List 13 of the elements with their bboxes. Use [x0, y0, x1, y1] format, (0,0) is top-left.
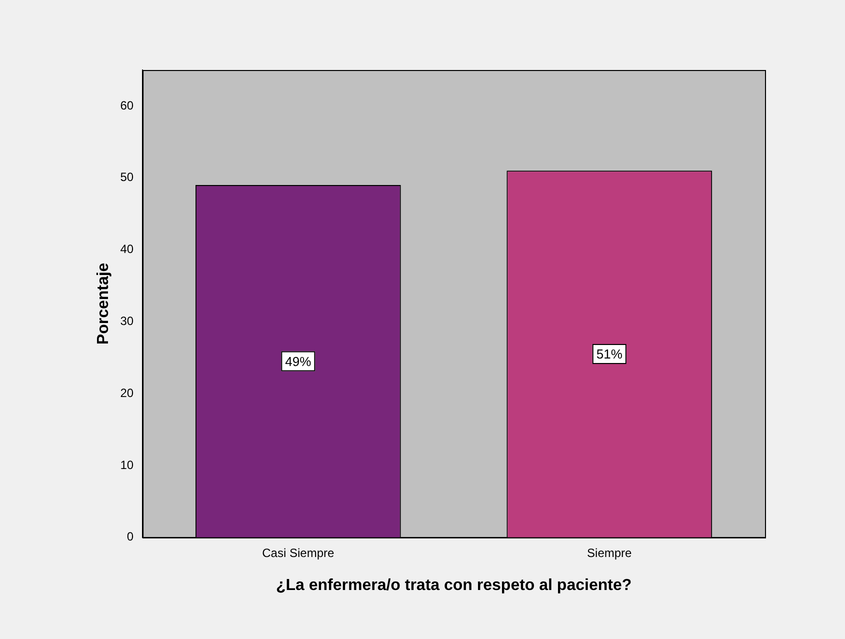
data-label: 51%	[596, 346, 623, 362]
y-tick-label: 20	[120, 386, 134, 400]
y-tick-label: 50	[120, 170, 134, 184]
y-tick-label: 60	[120, 98, 134, 112]
y-tick-label: 0	[126, 530, 134, 544]
data-label: 49%	[285, 354, 312, 369]
y-tick-label: 10	[120, 458, 134, 472]
x-tick-label: Siempre	[587, 546, 632, 560]
y-tick-label: 40	[120, 242, 134, 256]
y-tick-label: 30	[120, 314, 134, 328]
x-axis-title: ¿La enfermera/o trata con respeto al paciente?	[276, 576, 632, 594]
y-axis-title: Porcentaje	[95, 262, 112, 345]
x-tick-label: Casi Siempre	[262, 546, 334, 560]
